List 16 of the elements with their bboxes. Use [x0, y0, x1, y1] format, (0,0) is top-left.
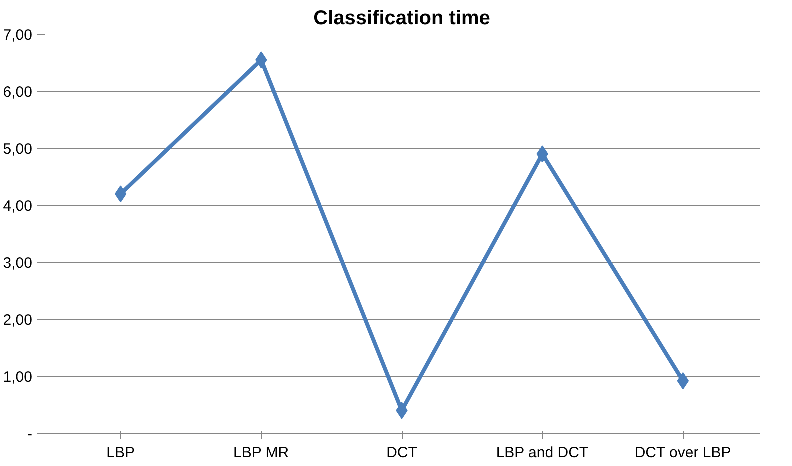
x-tick-label: LBP MR [233, 444, 290, 462]
y-tick-label: 4,00 [3, 198, 33, 215]
y-tick-label: 6,00 [3, 84, 33, 101]
point [114, 186, 127, 203]
y-tick-label: 1,00 [3, 369, 33, 386]
y-tick-label: 7,00 [3, 27, 33, 44]
x-tick-label: DCT over LBP [634, 444, 732, 462]
point [677, 372, 690, 390]
chart-title: Classification time [314, 8, 490, 30]
x-tick-label: LBP and DCT [496, 444, 589, 462]
x-tick-label: DCT [386, 444, 418, 462]
y-tick-label: - [28, 426, 33, 443]
x-tick-label: LBP [106, 444, 136, 462]
y-tick-label: 3,00 [3, 255, 33, 272]
y-tick-label: 2,00 [3, 312, 33, 329]
y-tick-label: 5,00 [3, 141, 33, 158]
